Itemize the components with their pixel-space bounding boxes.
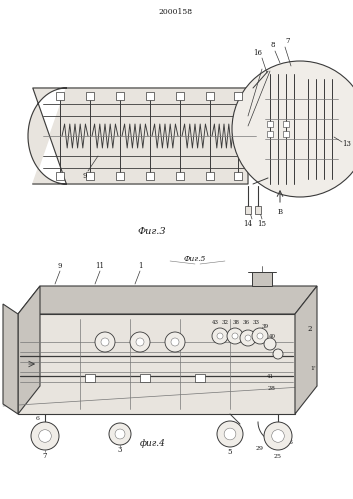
Text: 11: 11 (96, 262, 104, 270)
Bar (86, 172, 94, 180)
Circle shape (232, 61, 353, 197)
Text: 2000158: 2000158 (159, 8, 193, 16)
Bar (206, 92, 214, 100)
Circle shape (217, 333, 223, 339)
Text: 1: 1 (138, 262, 142, 270)
Text: Фиг.5: Фиг.5 (184, 255, 206, 263)
Polygon shape (18, 286, 40, 414)
Circle shape (273, 349, 283, 359)
Bar (245, 206, 251, 214)
Bar (267, 121, 273, 127)
Polygon shape (28, 88, 256, 184)
Circle shape (252, 328, 268, 344)
Bar (195, 374, 205, 382)
Bar (252, 272, 272, 286)
Text: 41: 41 (267, 373, 274, 379)
Text: 43: 43 (211, 319, 219, 324)
Circle shape (264, 338, 276, 350)
Circle shape (212, 328, 228, 344)
Polygon shape (18, 286, 317, 314)
Circle shape (272, 430, 284, 442)
Circle shape (257, 333, 263, 339)
Circle shape (217, 421, 243, 447)
Circle shape (245, 335, 251, 341)
Text: 40: 40 (269, 333, 275, 338)
Bar (86, 92, 94, 100)
Text: 5: 5 (228, 448, 232, 456)
Text: 38: 38 (233, 319, 239, 324)
Bar (267, 131, 273, 137)
Bar (85, 374, 95, 382)
Bar (234, 172, 242, 180)
Circle shape (130, 332, 150, 352)
Text: 28: 28 (268, 387, 276, 392)
Text: 16: 16 (253, 49, 263, 57)
Text: 32: 32 (221, 319, 228, 324)
Text: 1': 1' (310, 366, 316, 371)
Bar (234, 92, 242, 100)
Bar (176, 92, 184, 100)
Polygon shape (3, 304, 18, 414)
Circle shape (264, 422, 292, 450)
Circle shape (115, 429, 125, 439)
Bar (206, 172, 214, 180)
Text: 15: 15 (257, 220, 267, 228)
Text: 39: 39 (262, 323, 269, 328)
Bar (56, 92, 64, 100)
Text: Фиг.3: Фиг.3 (138, 227, 166, 236)
Text: 13: 13 (342, 140, 351, 148)
Bar (56, 172, 64, 180)
Text: 25: 25 (274, 454, 282, 459)
Bar (255, 206, 261, 214)
Text: 2: 2 (308, 325, 312, 333)
Circle shape (31, 422, 59, 450)
Bar (146, 172, 154, 180)
Text: 33: 33 (252, 319, 259, 324)
Bar (176, 172, 184, 180)
Circle shape (224, 428, 236, 440)
Circle shape (39, 430, 51, 442)
Bar (116, 172, 124, 180)
Text: 26: 26 (286, 440, 294, 445)
Text: 14: 14 (244, 220, 252, 228)
Text: 29: 29 (256, 447, 264, 452)
Text: 8: 8 (271, 41, 275, 49)
Text: 7: 7 (286, 37, 290, 45)
Text: 3: 3 (118, 446, 122, 454)
Text: 6: 6 (36, 417, 40, 422)
Text: B: B (277, 208, 282, 216)
Bar (283, 121, 289, 127)
Bar (116, 92, 124, 100)
Circle shape (101, 338, 109, 346)
Text: 7: 7 (43, 452, 47, 460)
Bar (18, 314, 295, 414)
Polygon shape (295, 286, 317, 414)
Text: 36: 36 (243, 319, 250, 324)
Circle shape (95, 332, 115, 352)
Text: фиг.4: фиг.4 (140, 440, 166, 449)
Text: 9: 9 (83, 172, 87, 180)
Circle shape (109, 423, 131, 445)
Circle shape (227, 328, 243, 344)
Circle shape (136, 338, 144, 346)
Bar (146, 92, 154, 100)
Circle shape (165, 332, 185, 352)
Circle shape (171, 338, 179, 346)
Bar (283, 131, 289, 137)
Circle shape (232, 333, 238, 339)
Circle shape (240, 330, 256, 346)
Bar (140, 374, 150, 382)
Text: 9: 9 (58, 262, 62, 270)
